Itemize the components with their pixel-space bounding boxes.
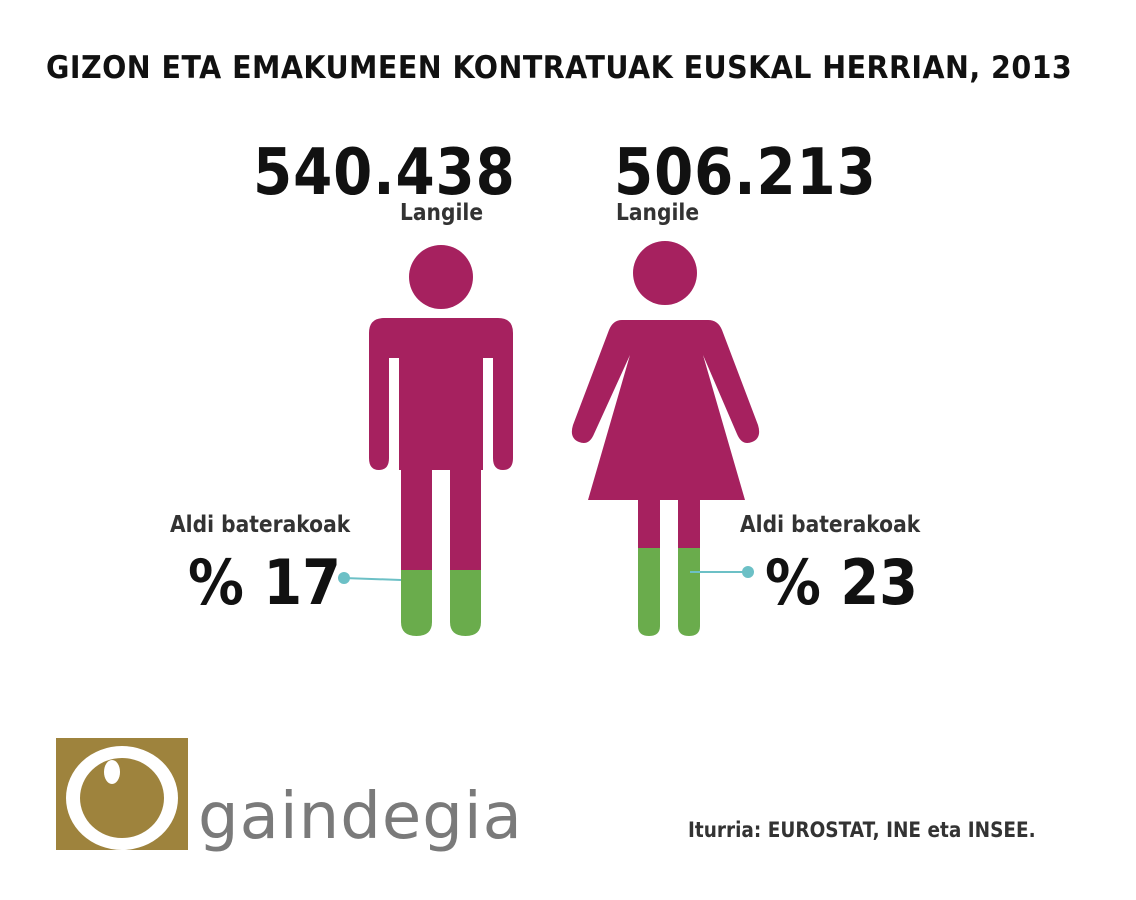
women-leader-dot <box>742 566 754 578</box>
men-leader-line <box>343 577 402 581</box>
women-temporary-pct: % 23 <box>765 546 918 619</box>
man-head <box>409 245 473 309</box>
men-temporary-label: Aldi baterakoak <box>170 512 351 538</box>
woman-dress <box>571 320 760 500</box>
woman-leg-left-temporary <box>638 548 660 636</box>
woman-head <box>633 241 697 305</box>
men-workers-value: 540.438 <box>253 136 516 210</box>
man-leg-right-temporary <box>450 570 481 636</box>
man-figure <box>369 245 513 636</box>
man-torso <box>369 318 513 470</box>
women-workers-value: 506.213 <box>614 136 877 210</box>
men-leader-dot <box>338 572 350 584</box>
woman-figure <box>571 241 760 636</box>
men-temporary-pct: % 17 <box>188 546 341 619</box>
man-leg-left-upper <box>401 468 432 570</box>
chart-title: GIZON ETA EMAKUMEEN KONTRATUAK EUSKAL HE… <box>46 50 1073 86</box>
man-leg-right-upper <box>450 468 481 570</box>
logo-highlight <box>104 760 120 784</box>
leader-lines <box>338 566 754 584</box>
gaindegia-logo <box>56 738 188 850</box>
man-leg-left-temporary <box>401 570 432 636</box>
woman-leg-right-upper <box>678 498 700 548</box>
women-workers-label: Langile <box>616 200 700 226</box>
logo-inner <box>80 758 164 838</box>
women-temporary-label: Aldi baterakoak <box>740 512 921 538</box>
men-workers-label: Langile <box>400 200 484 226</box>
logo-wordmark: gaindegia <box>198 780 523 854</box>
woman-leg-left-upper <box>638 498 660 548</box>
source-note: Iturria: EUROSTAT, INE eta INSEE. <box>688 818 1036 842</box>
woman-leg-right-temporary <box>678 548 700 636</box>
